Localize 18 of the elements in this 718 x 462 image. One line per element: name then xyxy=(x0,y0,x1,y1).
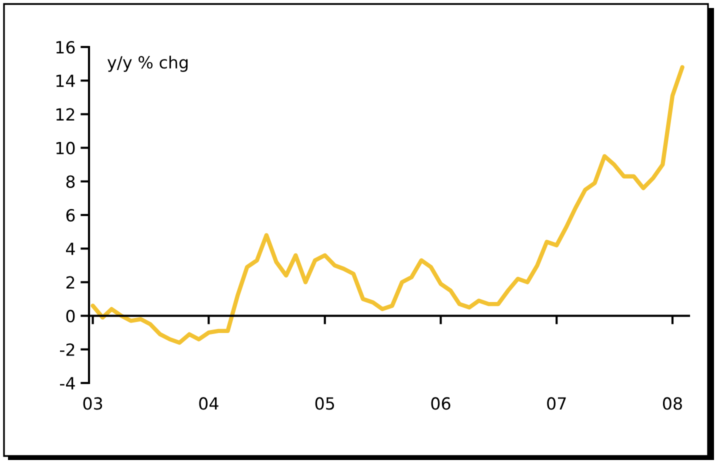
x-tick-label: 07 xyxy=(547,397,566,410)
x-tick-label: 04 xyxy=(199,397,218,410)
y-tick-label: 14 xyxy=(56,74,75,87)
y-tick-label: 0 xyxy=(66,310,75,322)
y-tick-label: 12 xyxy=(56,108,74,121)
x-tick-label: 03 xyxy=(83,397,102,410)
y-tick-label: -4 xyxy=(60,377,75,390)
x-tick-label: 08 xyxy=(662,397,682,410)
x-tick-label: 06 xyxy=(431,397,450,410)
x-tick-label: 05 xyxy=(315,397,334,410)
y-tick-label: 6 xyxy=(66,208,75,222)
y-tick-label: 16 xyxy=(56,40,75,54)
y-tick-label: 2 xyxy=(66,276,74,289)
y-tick-label: -2 xyxy=(60,343,74,356)
y-axis-title: y/y % chg xyxy=(107,56,188,72)
y-tick-label: 10 xyxy=(56,142,75,154)
y-tick-label: 4 xyxy=(66,242,75,255)
y-tick-label: 8 xyxy=(66,175,75,188)
